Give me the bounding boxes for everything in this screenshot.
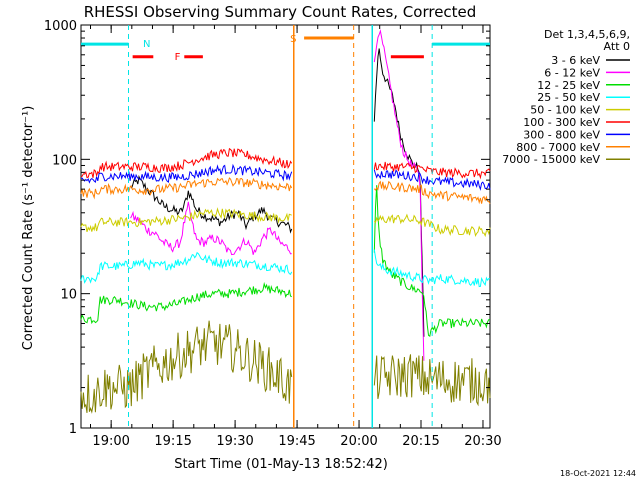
x-tick-label: 19:15: [154, 434, 191, 449]
legend-entry-label: 3 - 6 keV: [551, 54, 600, 67]
plot-frame: [80, 24, 491, 429]
y-tick-label: 10: [60, 288, 77, 303]
series-line: [80, 281, 292, 325]
legend-entry-label: 50 - 100 keV: [530, 104, 600, 117]
flag-label: F: [175, 52, 181, 63]
legend-entry-label: 6 - 12 keV: [544, 66, 600, 79]
x-tick-label: 20:30: [464, 434, 501, 449]
legend-header: Det 1,3,4,5,6,9,: [544, 28, 630, 41]
y-tick-label: 1: [69, 422, 77, 437]
x-axis-label: Start Time (01-May-13 18:52:42): [174, 457, 388, 472]
legend-entry-label: 300 - 800 keV: [523, 128, 600, 141]
flag-label: S: [290, 34, 296, 45]
series-line: [80, 163, 293, 184]
series-line: [80, 251, 293, 284]
plot-frame-layer: [80, 24, 491, 429]
legend-entry-label: 12 - 25 keV: [537, 79, 600, 92]
legend-entry-label: 7000 - 15000 keV: [502, 153, 600, 166]
timestamp-annotation: 18-Oct-2021 12:44: [560, 469, 636, 478]
y-tick-label: 100: [52, 153, 77, 168]
x-tick-label: 19:45: [278, 434, 315, 449]
series-line: [130, 201, 292, 256]
series-line: [373, 354, 491, 407]
legend-entry-label: 100 - 300 keV: [523, 116, 600, 129]
series-line: [80, 177, 293, 200]
series-line: [130, 174, 293, 234]
legend-header: Att 0: [604, 40, 630, 53]
series-line: [80, 320, 293, 414]
series-line: [373, 185, 490, 338]
y-tick-label: 1000: [44, 19, 77, 34]
flag-layer: N F S: [81, 25, 490, 428]
plot-data-layer: [80, 29, 491, 414]
series-line: [373, 29, 425, 361]
chart-title: RHESSI Observing Summary Count Rates, Co…: [84, 3, 477, 21]
flag-label: N: [143, 39, 150, 50]
series-line: [373, 213, 491, 238]
axis-layer: 19:00 19:15 19:30 19:45 20:00 20:15 20:30 1 10 10…: [44, 19, 502, 449]
x-tick-label: 19:30: [216, 434, 253, 449]
x-tick-label: 20:00: [340, 434, 377, 449]
x-tick-label: 19:00: [92, 434, 129, 449]
series-line: [373, 180, 491, 205]
series-line: [80, 207, 292, 233]
series-line: [80, 147, 293, 179]
y-axis-label: Corrected Count Rate (s⁻¹ detector⁻¹): [21, 106, 36, 351]
x-tick-label: 20:15: [402, 434, 439, 449]
legend-entry-label: 25 - 50 keV: [537, 91, 600, 104]
legend-entry-label: 800 - 7000 keV: [516, 141, 600, 154]
